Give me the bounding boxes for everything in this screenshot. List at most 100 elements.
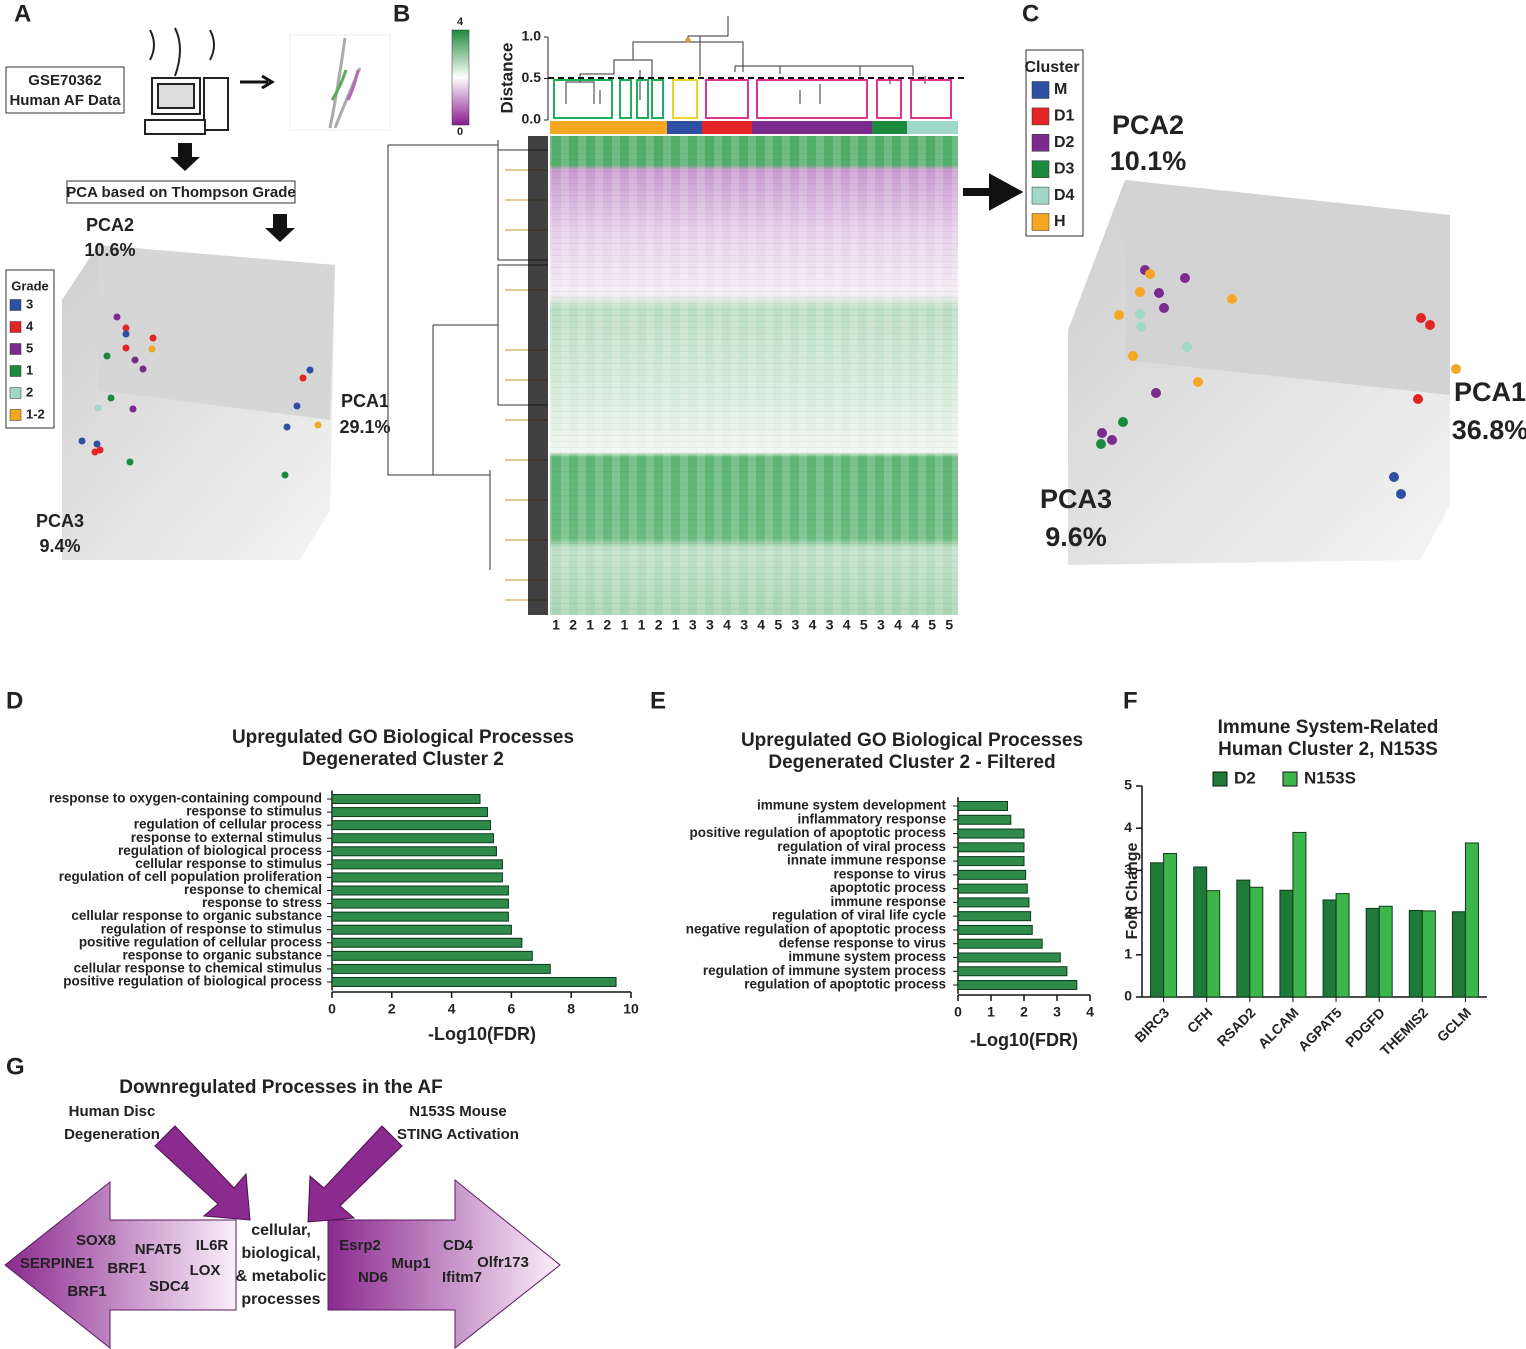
y-tick-label: regulation of cellular process [134, 817, 322, 832]
heatmap-texture [550, 136, 958, 615]
column-label: 3 [792, 617, 800, 633]
legend-label: D3 [1054, 160, 1075, 177]
legend-label: 1-2 [26, 406, 45, 421]
y-tick-label: 0 [1124, 988, 1132, 1004]
legend-swatch [1031, 160, 1050, 178]
bar [1249, 886, 1264, 998]
column-label: 1 [621, 617, 629, 633]
center-text: cellular, [251, 1222, 311, 1239]
gene: SOX8 [76, 1232, 116, 1249]
source-text: Degeneration [64, 1126, 160, 1143]
panel-c: PCA2 10.1% PCA1 36.8% PCA3 9.6% Cluster M… [1024, 49, 1526, 565]
bar [331, 794, 481, 804]
legend-swatch [1031, 107, 1050, 126]
cluster-strip [907, 121, 958, 134]
y-tick-label: negative regulation of apoptotic process [686, 921, 946, 936]
bar [331, 872, 503, 883]
bar [957, 842, 1025, 853]
panel-label: D [6, 687, 23, 714]
column-label: 2 [569, 617, 577, 633]
bar [957, 911, 1032, 922]
legend-swatch [1031, 81, 1050, 99]
axis-variance: 9.4% [39, 536, 80, 556]
y-tick-label: inflammatory response [797, 811, 946, 826]
gene: LOX [190, 1262, 221, 1279]
axis-name: PCA1 [341, 391, 389, 411]
bar [1421, 910, 1436, 998]
column-label: 3 [740, 617, 748, 633]
computer-icon [144, 27, 229, 135]
bar [957, 856, 1025, 867]
legend-swatch [1031, 186, 1050, 205]
column-label: 4 [911, 617, 919, 633]
y-tick-label: 4 [1124, 819, 1132, 835]
y-tick-label: cellular response to organic substance [71, 908, 322, 923]
bar [331, 898, 509, 909]
x-tick-label: 0 [328, 1001, 336, 1017]
bar [331, 820, 491, 831]
column-label: 5 [945, 617, 953, 633]
y-tick-label: response to virus [833, 866, 946, 881]
legend-swatch [1282, 771, 1298, 787]
y-tick-label: regulation of response to stimulus [101, 921, 322, 936]
charts: Upregulated GO Biological ProcessesDegen… [49, 717, 1487, 1059]
colorbar [451, 29, 470, 126]
x-tick-label: AGPAT5 [1295, 1004, 1345, 1054]
pca-points [78, 313, 322, 479]
y-tick-label: response to external stimulus [131, 830, 322, 845]
x-axis-label: -Log10(FDR) [428, 1024, 536, 1044]
column-label: 5 [860, 617, 868, 633]
gene: Mup1 [391, 1255, 430, 1272]
column-label: 1 [672, 617, 680, 633]
bar [957, 938, 1043, 949]
bar [331, 846, 497, 857]
cluster-strip [667, 121, 702, 134]
gene: ND6 [358, 1269, 388, 1286]
y-tick-label: response to organic substance [122, 947, 322, 962]
cluster-strip [872, 121, 907, 134]
y-tick-label: 2 [1124, 903, 1132, 919]
step-box [66, 180, 296, 204]
center-text: biological, [241, 1245, 320, 1262]
right-arrow [327, 1178, 561, 1349]
y-tick-label: apoptotic process [830, 880, 946, 895]
bar [1464, 842, 1479, 998]
legend-label: D2 [1054, 134, 1075, 151]
chart-title: Human Cluster 2, N153S [1218, 739, 1438, 760]
down-arrow [307, 1125, 403, 1223]
column-label: 3 [877, 617, 885, 633]
column-label: 5 [774, 617, 782, 633]
legend-label: D2 [1234, 768, 1256, 787]
bar [957, 869, 1027, 880]
y-tick-label: immune system development [757, 798, 947, 813]
legend-label: D1 [1054, 108, 1075, 125]
cluster-strip [550, 121, 667, 134]
y-tick-label: regulation of apoptotic process [744, 977, 946, 992]
y-tick-label: response to stimulus [186, 804, 322, 819]
chart-title: Upregulated GO Biological Processes [741, 730, 1083, 751]
y-tick-label: response to oxygen-containing compound [49, 791, 322, 806]
arrow [963, 173, 1024, 211]
gene: Ifitm7 [442, 1269, 482, 1286]
axis-name: PCA2 [86, 215, 134, 235]
bar [1408, 909, 1423, 998]
legend-title: Cluster [1024, 59, 1079, 76]
row-dendrogram [387, 140, 548, 601]
pca-box-back [98, 245, 335, 420]
column-label: 3 [826, 617, 834, 633]
legend-label: N153S [1304, 768, 1356, 787]
column-label: 4 [757, 617, 765, 633]
axis-variance: 36.8% [1452, 415, 1526, 445]
y-tick-label: regulation of viral process [777, 839, 946, 854]
y-tick-label: positive regulation of biological proces… [63, 974, 322, 989]
bar [1163, 853, 1178, 998]
axis-name: PCA3 [36, 511, 84, 531]
bar [331, 859, 503, 870]
legend-swatch [9, 321, 22, 333]
arrow [170, 143, 200, 171]
legend-swatch [1031, 213, 1050, 231]
chart-title: Degenerated Cluster 2 [302, 749, 504, 770]
x-tick-label: 8 [567, 1001, 575, 1017]
legend-swatch [1212, 771, 1228, 787]
chart-title: Degenerated Cluster 2 - Filtered [768, 752, 1055, 773]
